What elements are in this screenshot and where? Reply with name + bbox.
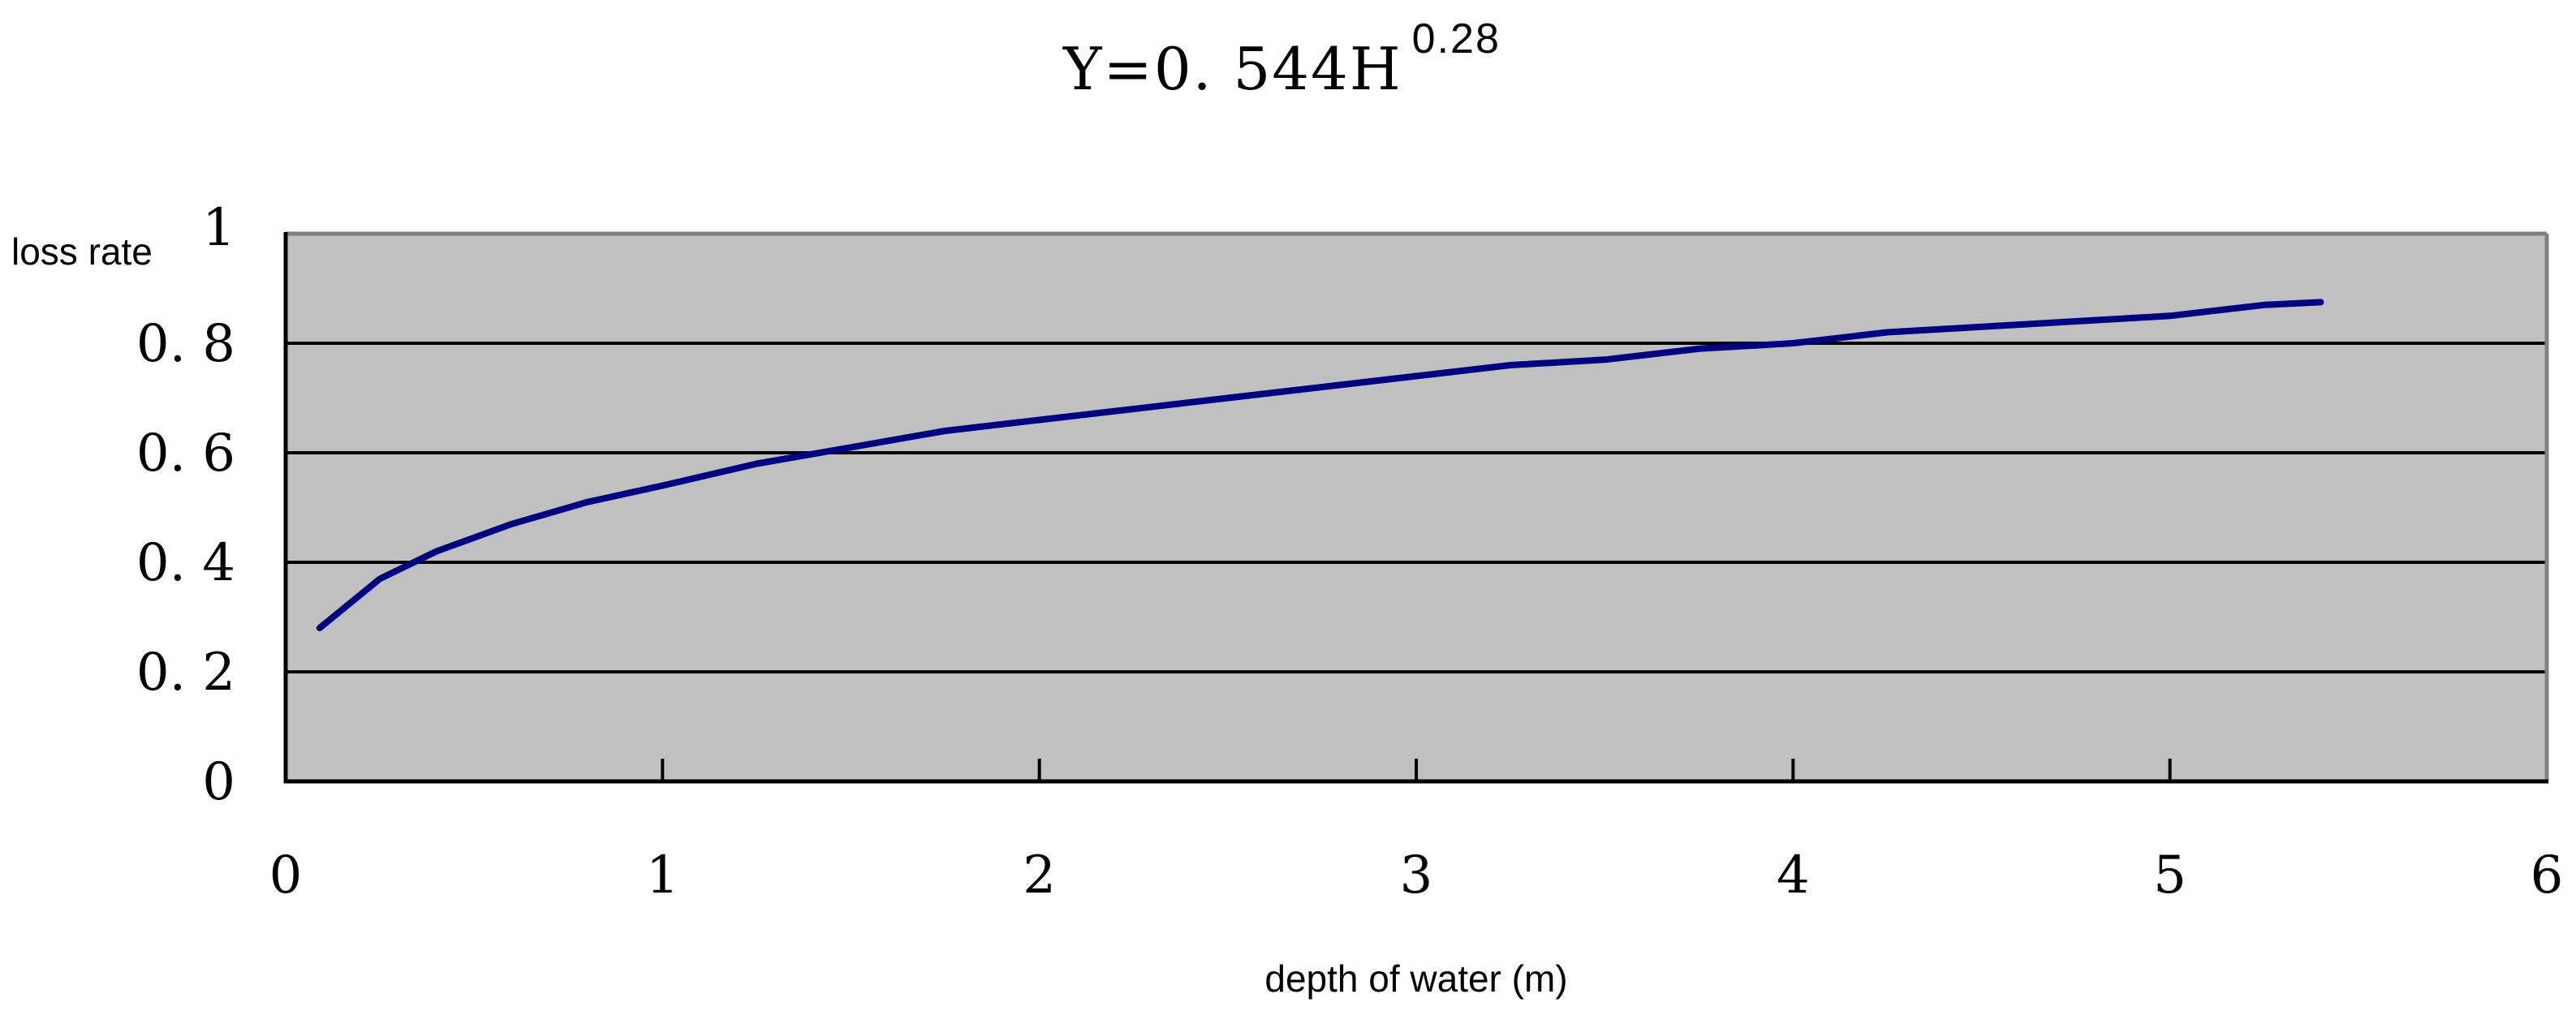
chart-title-exponent: 0.28 — [1411, 15, 1501, 62]
x-tick-label: 1 — [646, 845, 679, 906]
y-tick-label: 0 — [202, 752, 235, 812]
loss-rate-line — [316, 299, 2324, 631]
y-tick-label: 0. 4 — [136, 533, 235, 593]
chart-title: Y=0. 544H 0.28 — [1063, 15, 1501, 103]
x-tick-label: 3 — [1400, 845, 1433, 906]
x-tick-label: 2 — [1023, 845, 1056, 906]
y-tick-label: 0. 6 — [136, 424, 235, 484]
plot-area — [286, 234, 2547, 781]
x-axis-ticks: 0 1 2 3 4 5 6 — [269, 759, 2564, 906]
y-tick-label: 0. 2 — [136, 643, 235, 703]
x-axis-label: depth of water (m) — [1264, 957, 1567, 1000]
x-tick-label: 0 — [269, 845, 303, 906]
chart-title-base: Y=0. 544H — [1063, 35, 1402, 103]
x-tick-label: 4 — [1777, 845, 1810, 906]
y-axis-label: loss rate — [11, 230, 153, 273]
x-tick-label: 6 — [2531, 845, 2564, 906]
gridlines — [286, 342, 2547, 673]
y-tick-label: 0. 8 — [136, 314, 235, 374]
x-tick-label: 5 — [2153, 845, 2186, 906]
y-axis-ticks: 0 0. 2 0. 4 0. 6 0. 8 1 — [136, 198, 235, 812]
y-tick-label: 1 — [202, 198, 235, 258]
